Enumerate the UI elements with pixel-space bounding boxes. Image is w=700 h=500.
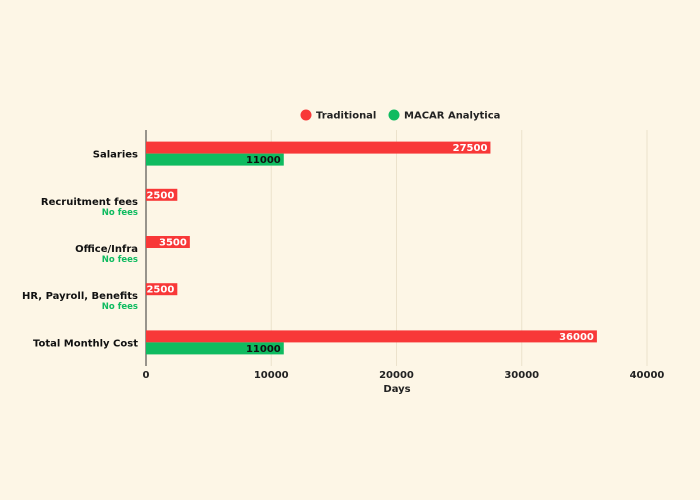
bar-value-label: 2500	[146, 285, 174, 296]
legend-label: MACAR Analytica	[404, 111, 500, 122]
legend-label: Traditional	[316, 111, 376, 122]
y-tick-sublabel: No fees	[102, 302, 138, 312]
bar-value-label: 3500	[159, 238, 187, 249]
x-tick-label: 0	[143, 370, 150, 381]
bar-value-label: 11000	[246, 344, 281, 355]
bar	[146, 141, 491, 154]
bar-value-label: 36000	[559, 332, 594, 343]
y-tick-label: Recruitment fees	[41, 197, 138, 208]
bar-value-label: 2500	[146, 190, 174, 201]
x-axis-title: Days	[383, 384, 410, 395]
y-tick-label: Total Monthly Cost	[33, 338, 138, 349]
bar	[146, 330, 597, 343]
bar-value-label: 27500	[453, 143, 488, 154]
y-tick-label: HR, Payroll, Benefits	[22, 291, 138, 302]
x-axis: 0 10000 20000 30000 40000	[143, 370, 665, 381]
y-tick-label: Salaries	[93, 150, 138, 161]
bar	[146, 236, 190, 248]
bars	[146, 141, 597, 355]
bar-value-labels: 27500 11000 2500 3500 2500 36000 11000	[146, 143, 593, 355]
x-tick-label: 10000	[254, 370, 289, 381]
legend: Traditional MACAR Analytica	[300, 109, 500, 122]
bar	[146, 342, 284, 355]
y-tick-label: Office/Infra	[75, 244, 138, 255]
x-tick-label: 20000	[379, 370, 414, 381]
legend-marker	[300, 109, 312, 121]
y-tick-sublabel: No fees	[102, 255, 138, 265]
x-tick-label: 40000	[630, 370, 665, 381]
y-tick-sublabel: No fees	[102, 208, 138, 218]
legend-marker	[388, 109, 400, 121]
bar	[146, 153, 284, 166]
bar	[146, 283, 178, 296]
x-tick-label: 30000	[504, 370, 539, 381]
bar	[146, 188, 178, 201]
bar-value-label: 11000	[246, 155, 281, 166]
